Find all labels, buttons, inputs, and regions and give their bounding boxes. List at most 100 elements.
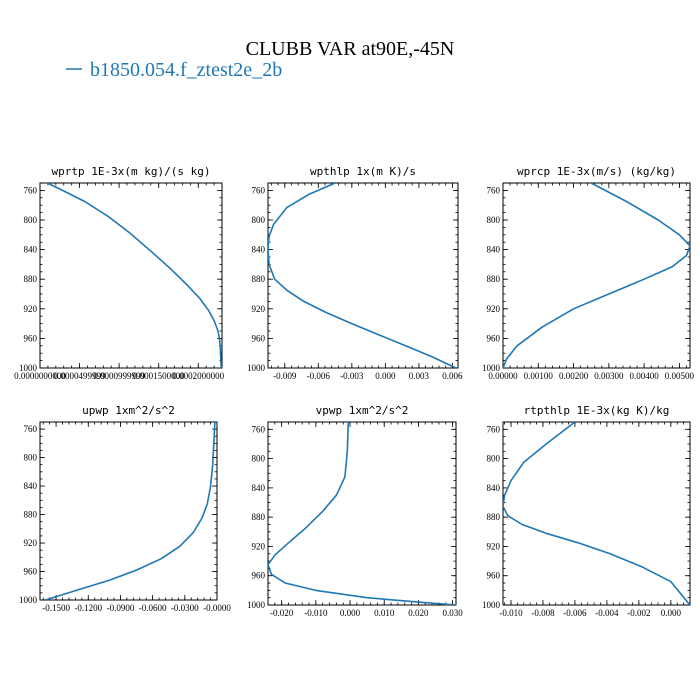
plot-frame	[502, 421, 691, 606]
panel-title: vpwp 1xm^2/s^2	[316, 404, 409, 417]
y-tick-label: 760	[252, 185, 266, 195]
y-tick-label: 1000	[247, 363, 266, 373]
y-tick-label: 1000	[482, 600, 501, 610]
y-tick-label: 800	[252, 454, 266, 464]
y-tick-label: 1000	[247, 600, 266, 610]
figure-title: CLUBB VAR at90E,-45N	[246, 38, 455, 60]
x-tick-label: -0.1200	[74, 603, 102, 613]
y-tick-label: 960	[252, 571, 266, 581]
panel-1: wprtp 1E-3x(m kg)/(s kg) 760 800 840 880 920 9…	[14, 165, 225, 381]
series-line	[268, 422, 456, 605]
panel-6: rtpthlp 1E-3x(kg K)/kg 760 800 840 880 920 960…	[482, 404, 691, 618]
y-tick-label: 840	[487, 245, 501, 255]
x-tick-label: 0.003	[409, 371, 430, 381]
series-line	[45, 422, 216, 600]
y-tick-label: 800	[487, 454, 501, 464]
x-tick-label: -0.0600	[139, 603, 167, 613]
x-tick-label: -0.020	[270, 608, 294, 618]
panel-2: wpthlp 1x(m K)/s 760 800 840 880 920 960 1000 -0…	[247, 165, 463, 381]
x-tick-label: -0.009	[273, 371, 297, 381]
panel-title: wprcp 1E-3x(m/s) (kg/kg)	[517, 165, 676, 178]
x-tick-label: -0.010	[304, 608, 328, 618]
x-tick-label: 0.00000	[488, 371, 518, 381]
x-tick-label: -0.008	[531, 608, 555, 618]
x-tick-label: 0.0001500000	[133, 371, 185, 381]
y-tick-label: 800	[24, 453, 38, 463]
y-tick-label: 760	[252, 424, 266, 434]
series-line	[268, 183, 457, 368]
y-tick-label: 800	[24, 215, 38, 225]
x-tick-label: -0.006	[563, 608, 587, 618]
x-tick-label: -0.0300	[171, 603, 199, 613]
plot-frame	[39, 182, 223, 369]
x-tick-label: 0.0000999999	[93, 371, 145, 381]
y-tick-label: 800	[487, 215, 501, 225]
y-tick-label: 960	[252, 333, 266, 343]
y-tick-label: 880	[24, 274, 38, 284]
y-tick-label: 880	[252, 274, 266, 284]
panel-5: vpwp 1xm^2/s^2 760 800 840 880 920 960 1000 -0.0…	[247, 404, 463, 618]
x-tick-label: -0.0900	[107, 603, 135, 613]
panel-title: upwp 1xm^2/s^2	[82, 404, 175, 417]
y-tick-label: 920	[24, 538, 38, 548]
panels-grid: wprtp 1E-3x(m kg)/(s kg) 760 800 840 880 920 9…	[14, 165, 694, 618]
plot-frame	[502, 182, 691, 369]
figure-legend: b1850.054.f_ztest2e_2b	[66, 59, 282, 81]
plot-frame	[39, 421, 218, 601]
y-tick-label: 760	[487, 185, 501, 195]
panel-title: wpthlp 1x(m K)/s	[310, 165, 416, 178]
y-tick-label: 1000	[482, 363, 501, 373]
x-tick-label: 0.00300	[594, 371, 624, 381]
y-tick-label: 760	[24, 424, 38, 434]
y-tick-label: 840	[24, 245, 38, 255]
x-tick-label: 0.0000000000	[14, 371, 66, 381]
x-tick-label: 0.00100	[524, 371, 554, 381]
plot-frame	[267, 182, 459, 369]
legend-label: b1850.054.f_ztest2e_2b	[90, 59, 282, 81]
x-tick-label: 0.00500	[665, 371, 695, 381]
plot-frame	[267, 421, 457, 606]
x-tick-label: 0.030	[442, 608, 463, 618]
x-tick-label: 0.020	[408, 608, 429, 618]
x-tick-label: -0.002	[627, 608, 650, 618]
panel-title: rtpthlp 1E-3x(kg K)/kg	[524, 404, 670, 417]
x-tick-label: 0.006	[442, 371, 463, 381]
y-tick-label: 840	[252, 483, 266, 493]
y-tick-label: 960	[24, 567, 38, 577]
y-tick-label: 840	[24, 481, 38, 491]
panel-title: wprtp 1E-3x(m kg)/(s kg)	[52, 165, 211, 178]
y-tick-label: 840	[252, 245, 266, 255]
y-tick-label: 920	[252, 304, 266, 314]
x-tick-label: 0.000	[375, 371, 396, 381]
x-tick-label: 0.00200	[559, 371, 589, 381]
y-tick-label: 880	[24, 510, 38, 520]
panel-4: upwp 1xm^2/s^2 760 800 840 880 920 960 1000 -0.1…	[19, 404, 231, 613]
y-tick-label: 760	[487, 424, 501, 434]
y-tick-label: 920	[252, 541, 266, 551]
y-tick-label: 920	[487, 541, 501, 551]
y-tick-label: 760	[24, 185, 38, 195]
y-tick-label: 960	[487, 333, 501, 343]
y-tick-label: 880	[487, 512, 501, 522]
x-tick-label: 0.000	[340, 608, 361, 618]
y-tick-label: 960	[487, 571, 501, 581]
y-tick-label: 1000	[19, 363, 38, 373]
x-tick-label: -0.1500	[42, 603, 70, 613]
y-tick-label: 1000	[19, 595, 38, 605]
x-tick-label: 0.0000499999	[54, 371, 106, 381]
y-tick-label: 960	[24, 333, 38, 343]
x-tick-label: 0.010	[374, 608, 395, 618]
panel-3: wprcp 1E-3x(m/s) (kg/kg) 760 800 840 880 920 9…	[482, 165, 695, 381]
x-tick-label: 0.000	[661, 608, 682, 618]
y-tick-label: 880	[252, 512, 266, 522]
y-tick-label: 800	[252, 215, 266, 225]
x-tick-label: -0.003	[340, 371, 364, 381]
x-tick-label: -0.010	[499, 608, 523, 618]
x-tick-label: 0.0002000000	[172, 371, 224, 381]
y-tick-label: 840	[487, 483, 501, 493]
series-line	[503, 422, 690, 605]
x-tick-label: -0.0000	[203, 603, 231, 613]
y-tick-label: 920	[487, 304, 501, 314]
x-tick-label: -0.006	[307, 371, 331, 381]
